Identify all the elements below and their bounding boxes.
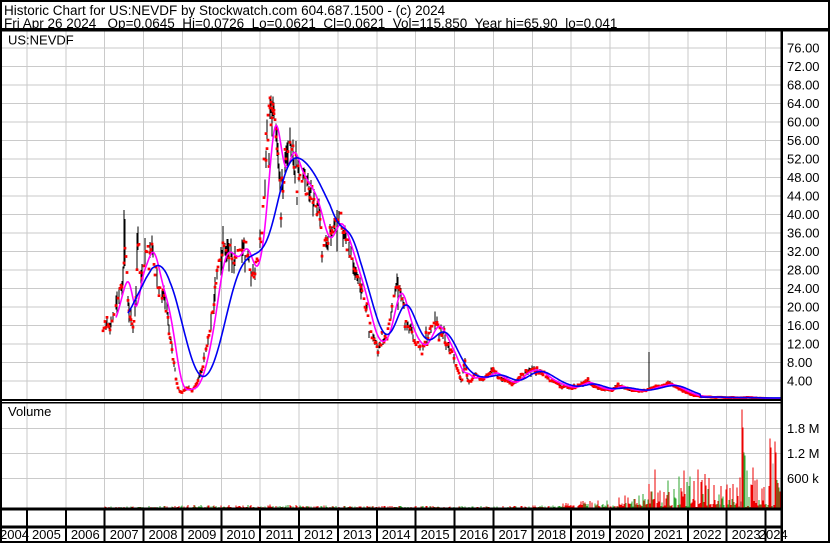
svg-text:2006: 2006 xyxy=(71,527,100,542)
svg-text:2007: 2007 xyxy=(110,527,139,542)
svg-text:44.00: 44.00 xyxy=(787,189,820,204)
svg-text:Volume: Volume xyxy=(8,404,51,419)
svg-text:2017: 2017 xyxy=(498,527,527,542)
svg-text:2016: 2016 xyxy=(460,527,489,542)
svg-text:Fri Apr 26 2024 Op=0.0645 H: Fri Apr 26 2024 Op=0.0645 Hi=0.0726 Lo=0… xyxy=(4,16,617,31)
svg-text:40.00: 40.00 xyxy=(787,207,820,222)
svg-text:60.00: 60.00 xyxy=(787,115,820,130)
svg-text:2018: 2018 xyxy=(537,527,566,542)
svg-text:72.00: 72.00 xyxy=(787,59,820,74)
svg-text:76.00: 76.00 xyxy=(787,41,820,56)
svg-text:16.00: 16.00 xyxy=(787,318,820,333)
svg-text:2020: 2020 xyxy=(615,527,644,542)
svg-text:4.00: 4.00 xyxy=(787,374,812,389)
svg-text:52.00: 52.00 xyxy=(787,152,820,167)
svg-text:US:NEVDF: US:NEVDF xyxy=(8,33,74,48)
svg-text:2010: 2010 xyxy=(226,527,255,542)
svg-text:12.00: 12.00 xyxy=(787,337,820,352)
svg-text:1.2 M: 1.2 M xyxy=(787,446,820,461)
svg-text:2011: 2011 xyxy=(266,527,294,542)
svg-text:2019: 2019 xyxy=(576,527,605,542)
svg-text:2015: 2015 xyxy=(421,527,450,542)
svg-text:2008: 2008 xyxy=(149,527,178,542)
svg-text:1.8 M: 1.8 M xyxy=(787,421,820,436)
svg-text:64.00: 64.00 xyxy=(787,96,820,111)
svg-text:Historic Chart for US:NEVDF by: Historic Chart for US:NEVDF by Stockwatc… xyxy=(4,3,446,18)
svg-text:56.00: 56.00 xyxy=(787,133,820,148)
svg-text:32.00: 32.00 xyxy=(787,244,820,259)
svg-text:28.00: 28.00 xyxy=(787,263,820,278)
svg-text:2023: 2023 xyxy=(732,527,761,542)
svg-text:2012: 2012 xyxy=(304,527,333,542)
svg-text:8.00: 8.00 xyxy=(787,355,812,370)
svg-text:2014: 2014 xyxy=(382,527,411,542)
svg-text:2021: 2021 xyxy=(654,527,683,542)
svg-text:24.00: 24.00 xyxy=(787,281,820,296)
svg-text:600 k: 600 k xyxy=(787,471,819,486)
svg-text:20.00: 20.00 xyxy=(787,300,820,315)
svg-text:36.00: 36.00 xyxy=(787,226,820,241)
svg-text:2005: 2005 xyxy=(32,527,61,542)
svg-text:68.00: 68.00 xyxy=(787,78,820,93)
svg-text:2009: 2009 xyxy=(187,527,216,542)
svg-text:2024: 2024 xyxy=(759,527,788,542)
svg-text:2022: 2022 xyxy=(693,527,722,542)
svg-text:2013: 2013 xyxy=(343,527,372,542)
svg-text:48.00: 48.00 xyxy=(787,170,820,185)
svg-text:2004: 2004 xyxy=(0,527,29,542)
